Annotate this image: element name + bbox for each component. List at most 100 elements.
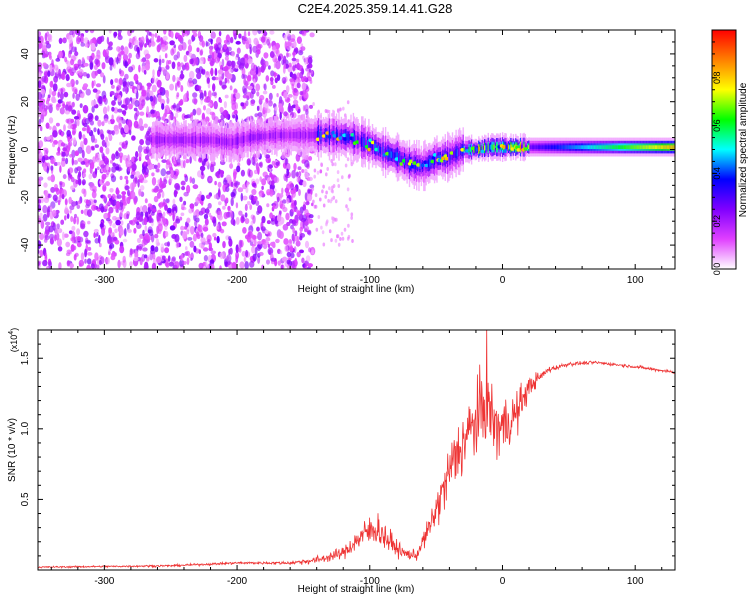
heatmap-speckle [192,30,198,34]
heatmap-ridge-cell [481,146,483,151]
heatmap-ridge-blob [431,155,437,160]
heatmap-ridge-cell [314,131,316,140]
heatmap-speckle [144,261,149,269]
heatmap-speckle [217,52,222,59]
heatmap-ridge-blob [394,157,399,161]
heatmap-ridge-cell [652,145,654,149]
heatmap-speckle [181,185,186,191]
heatmap-speckle [122,54,129,61]
heatmap-ridge-cell [592,145,595,149]
heatmap-speckle [45,43,52,49]
heatmap-speckle [321,189,324,194]
heatmap-ridge-cell [629,145,632,149]
heatmap-ridge-cell [454,150,456,158]
heatmap-speckle [217,189,221,198]
heatmap-ridge-blob [432,153,438,157]
heatmap-ridge-cell [610,145,612,149]
heatmap-speckle [136,124,140,129]
heatmap-speckle [247,232,251,237]
heatmap-speckle [256,44,262,52]
heatmap-speckle [231,50,236,57]
heatmap-speckle [80,209,84,214]
heatmap-speckle [151,172,155,177]
heatmap-ridge-cell [586,145,589,149]
heatmap-speckle [235,92,241,100]
heatmap-speckle [296,235,300,244]
heatmap-speckle [296,251,301,258]
heatmap-speckle [305,67,310,72]
heatmap-speckle [178,44,184,51]
heatmap-speckle [245,41,250,50]
heatmap-speckle [59,181,63,190]
heatmap-speckle [219,265,222,269]
heatmap-speckle [57,91,60,98]
heatmap-speckle [116,115,122,124]
spectrogram-ytick-label: 0 [20,146,31,152]
heatmap-speckle [61,71,66,81]
heatmap-speckle [116,46,121,52]
heatmap-speckle [108,30,112,34]
heatmap-ridge-cell [478,146,480,152]
heatmap-speckle [259,94,265,101]
heatmap-ridge-cell [650,145,652,149]
heatmap-speckle [268,65,271,70]
heatmap-speckle [67,104,73,112]
heatmap-speckle [151,84,157,93]
heatmap-speckle [101,90,107,100]
heatmap-ridge-cell [570,145,572,149]
heatmap-speckle [285,85,290,93]
heatmap-speckle [109,91,115,96]
heatmap-speckle [246,201,251,206]
heatmap-ridge-cell [381,147,383,155]
heatmap-speckle [270,70,275,77]
heatmap-ridge-blob [349,136,354,140]
heatmap-speckle [113,107,119,114]
heatmap-speckle [183,54,188,63]
heatmap-ridge-cell [171,136,173,144]
heatmap-ridge-cell [347,134,350,141]
heatmap-speckle [70,237,74,242]
spectrogram-xtick-label: -300 [94,275,114,286]
heatmap-speckle [129,124,132,131]
heatmap-speckle [164,231,169,238]
heatmap-ridge-cell [622,145,624,149]
heatmap-speckle [140,185,145,191]
heatmap-speckle [81,149,85,159]
heatmap-speckle [149,204,153,210]
heatmap-ridge-cell [273,131,276,140]
heatmap-ridge-cell [382,146,384,157]
heatmap-ridge-cell [153,136,155,144]
heatmap-ridge-cell [401,155,403,164]
heatmap-speckle [118,122,122,130]
heatmap-speckle [228,248,231,255]
spectrogram-xtick-label: 0 [500,275,506,286]
heatmap-speckle [240,57,246,66]
heatmap-speckle [60,131,64,137]
heatmap-speckle [138,188,142,197]
heatmap-speckle [203,90,207,97]
heatmap-speckle [261,215,266,224]
heatmap-speckle [121,119,127,124]
heatmap-ridge-cell [279,132,282,138]
heatmap-ridge-cell [276,131,278,140]
heatmap-speckle [38,80,42,88]
heatmap-speckle [145,256,150,262]
heatmap-speckle [48,126,52,130]
heatmap-speckle [48,225,54,233]
heatmap-ridge-cell [184,136,186,144]
heatmap-speckle [113,31,118,37]
heatmap-speckle [293,186,297,194]
heatmap-speckle [252,253,257,262]
heatmap-speckle [287,40,292,47]
heatmap-speckle [334,238,338,243]
heatmap-speckle [101,173,107,180]
heatmap-speckle [294,257,298,266]
heatmap-ridge-cell [634,145,636,149]
heatmap-speckle [96,166,100,170]
heatmap-speckle [159,86,164,93]
colorbar: 0.00.20.40.60.8 Normalized spectral ampl… [711,29,749,275]
heatmap-speckle [351,239,354,243]
heatmap-speckle [45,99,50,105]
heatmap-speckle [224,202,227,207]
heatmap-speckle [185,246,188,251]
